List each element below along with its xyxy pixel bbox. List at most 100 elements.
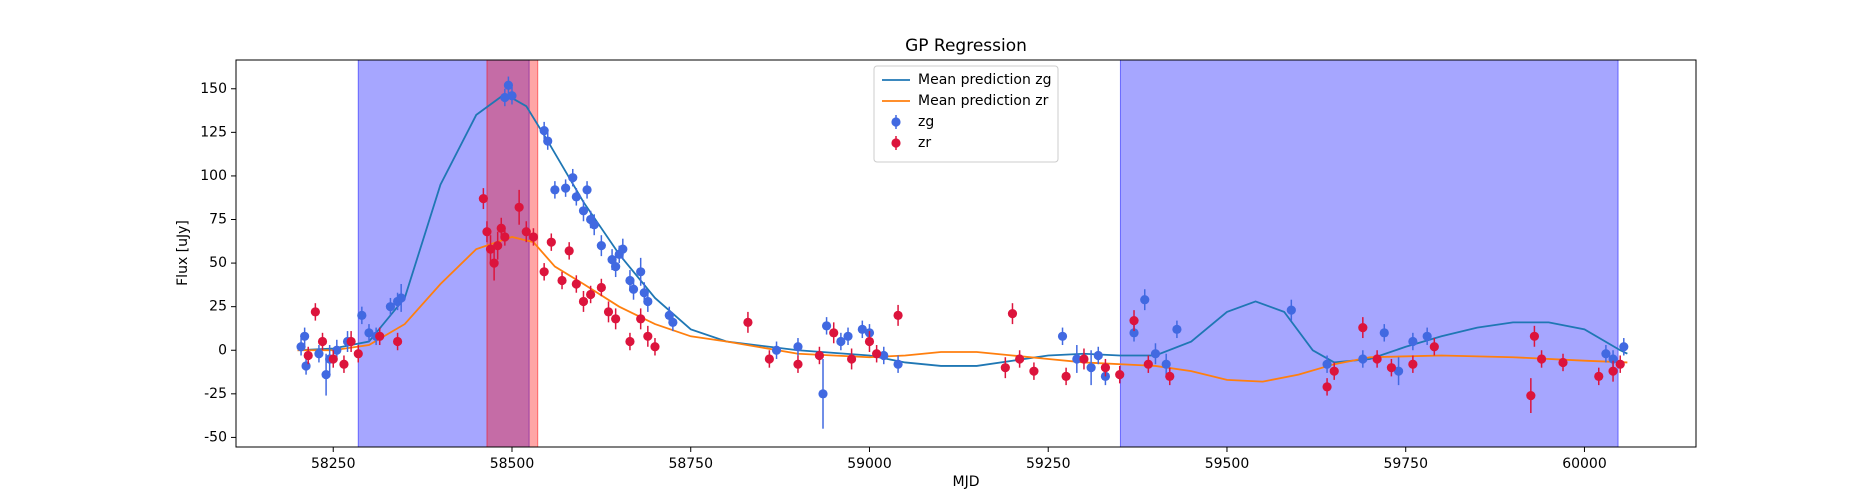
data-point — [893, 359, 903, 369]
x-tick-label: 59750 — [1383, 456, 1428, 472]
data-point — [643, 331, 653, 341]
data-point — [528, 232, 539, 242]
data-point — [596, 282, 606, 293]
data-point — [578, 296, 589, 307]
data-point — [743, 317, 753, 327]
data-point — [872, 349, 882, 359]
data-point — [1529, 331, 1540, 341]
data-point — [478, 193, 488, 204]
y-tick-label: -25 — [204, 386, 227, 402]
data-point — [1322, 359, 1332, 369]
data-point — [814, 350, 825, 361]
data-point — [557, 275, 567, 286]
y-tick-label: 0 — [218, 342, 227, 358]
data-point — [1322, 382, 1332, 392]
data-point — [546, 237, 556, 247]
data-point — [568, 173, 578, 183]
data-point — [1608, 354, 1618, 364]
data-point — [1536, 354, 1547, 364]
data-point — [571, 192, 581, 202]
data-point — [500, 92, 510, 103]
data-point — [1165, 371, 1175, 381]
data-point — [1000, 363, 1010, 373]
data-point — [314, 349, 324, 359]
data-point — [586, 289, 596, 300]
data-point — [1608, 366, 1618, 376]
data-point — [1015, 354, 1025, 364]
data-point — [793, 342, 803, 352]
x-tick-label: 60000 — [1562, 456, 1607, 472]
data-point — [764, 354, 774, 364]
data-point — [357, 310, 367, 320]
y-tick-label: 100 — [200, 168, 227, 184]
data-point — [625, 336, 635, 347]
data-point — [539, 267, 549, 277]
data-point — [636, 267, 646, 277]
data-point — [578, 206, 589, 216]
data-point — [1161, 359, 1171, 369]
data-point — [843, 331, 853, 341]
data-point — [668, 317, 678, 327]
data-point — [396, 293, 406, 303]
data-point — [582, 185, 592, 195]
data-point — [493, 241, 503, 251]
y-tick-label: 50 — [209, 255, 227, 271]
legend: Mean prediction zg Mean prediction zr zg zr — [873, 65, 1059, 163]
data-point — [1601, 349, 1611, 359]
data-point — [310, 307, 320, 317]
data-point — [793, 359, 803, 369]
data-point — [664, 310, 674, 320]
data-point — [503, 80, 514, 90]
data-point — [1386, 363, 1397, 373]
data-point — [392, 336, 403, 347]
data-point — [1115, 370, 1125, 380]
data-point — [596, 241, 606, 251]
data-point — [1619, 342, 1629, 352]
data-point — [821, 321, 832, 331]
plot-frame — [235, 59, 1697, 448]
data-point — [847, 354, 857, 364]
data-point — [328, 354, 338, 364]
data-point — [496, 223, 506, 233]
x-tick-label: 58500 — [490, 456, 535, 472]
data-point — [893, 310, 903, 320]
data-point — [346, 336, 356, 347]
x-tick-label: 58250 — [311, 456, 356, 472]
data-point — [1007, 309, 1018, 319]
data-point — [625, 275, 635, 286]
data-point — [589, 220, 599, 230]
data-point — [628, 284, 639, 294]
data-point — [1140, 295, 1150, 305]
data-point — [507, 91, 517, 101]
data-point — [564, 246, 574, 256]
data-point — [1286, 305, 1296, 315]
data-point — [364, 328, 374, 338]
data-point — [879, 350, 889, 361]
data-point — [571, 279, 581, 289]
x-axis-label: MJD — [953, 474, 980, 490]
legend-label: zg — [918, 114, 934, 130]
data-point — [636, 314, 646, 324]
chart-title: GP Regression — [905, 36, 1027, 56]
y-tick-label: -50 — [204, 429, 227, 445]
data-point — [1061, 371, 1071, 381]
data-point — [300, 331, 310, 341]
data-point — [1408, 336, 1418, 347]
legend-label: Mean prediction zr — [918, 93, 1049, 109]
shaded-span — [486, 59, 539, 448]
data-point — [1100, 363, 1111, 373]
data-point — [618, 244, 628, 254]
data-point — [611, 314, 621, 324]
data-point — [1172, 324, 1182, 334]
legend-label: Mean prediction zg — [918, 72, 1052, 88]
data-point — [611, 261, 621, 272]
y-tick-label: 75 — [209, 212, 227, 228]
data-point — [829, 328, 839, 338]
data-point — [771, 345, 782, 355]
data-point — [1057, 331, 1068, 341]
data-point — [607, 255, 617, 265]
data-point — [1143, 359, 1153, 369]
data-point — [332, 345, 342, 355]
data-point — [385, 302, 396, 312]
